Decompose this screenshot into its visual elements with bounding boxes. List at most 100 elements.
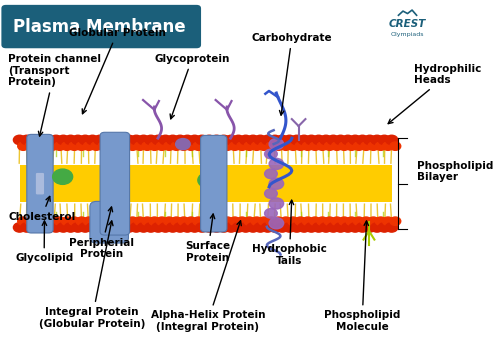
Circle shape <box>346 217 357 225</box>
Circle shape <box>25 142 36 150</box>
Circle shape <box>266 217 276 225</box>
Circle shape <box>334 135 346 145</box>
Circle shape <box>57 135 70 145</box>
Circle shape <box>382 142 394 150</box>
Circle shape <box>171 217 182 225</box>
Circle shape <box>79 223 92 232</box>
Circle shape <box>188 135 201 145</box>
Circle shape <box>50 135 62 145</box>
Circle shape <box>360 142 372 150</box>
Circle shape <box>390 217 400 225</box>
Circle shape <box>40 142 50 150</box>
Circle shape <box>112 217 124 225</box>
Circle shape <box>317 217 328 225</box>
Circle shape <box>149 142 160 150</box>
Circle shape <box>320 223 332 232</box>
Circle shape <box>298 135 310 145</box>
Circle shape <box>354 217 364 225</box>
Circle shape <box>312 135 325 145</box>
Circle shape <box>134 142 145 150</box>
Circle shape <box>276 223 288 232</box>
Circle shape <box>332 142 342 150</box>
Circle shape <box>339 142 349 150</box>
Circle shape <box>79 135 92 145</box>
Circle shape <box>210 223 222 232</box>
Circle shape <box>108 135 120 145</box>
Circle shape <box>149 217 160 225</box>
Circle shape <box>225 135 237 145</box>
Circle shape <box>247 223 259 232</box>
Circle shape <box>280 142 291 150</box>
Circle shape <box>69 142 80 150</box>
Circle shape <box>176 139 190 150</box>
Circle shape <box>264 189 278 198</box>
Text: CREST: CREST <box>389 19 426 29</box>
Circle shape <box>86 135 99 145</box>
Circle shape <box>138 223 149 232</box>
Circle shape <box>127 217 138 225</box>
Circle shape <box>273 217 284 225</box>
Circle shape <box>218 223 230 232</box>
Circle shape <box>112 142 124 150</box>
Circle shape <box>142 142 152 150</box>
Circle shape <box>62 217 72 225</box>
Circle shape <box>164 142 174 150</box>
Circle shape <box>251 142 262 150</box>
Circle shape <box>269 158 283 169</box>
Circle shape <box>310 217 320 225</box>
Circle shape <box>306 135 318 145</box>
Circle shape <box>390 142 400 150</box>
Circle shape <box>94 135 106 145</box>
FancyBboxPatch shape <box>90 201 128 243</box>
Circle shape <box>364 223 376 232</box>
Text: Globular Protein: Globular Protein <box>68 28 166 114</box>
Text: Peripherial
Protein: Peripherial Protein <box>68 207 134 259</box>
Circle shape <box>98 142 109 150</box>
FancyBboxPatch shape <box>2 5 201 48</box>
Circle shape <box>198 173 218 188</box>
Text: Plasma Membrane: Plasma Membrane <box>12 18 186 36</box>
Circle shape <box>346 142 357 150</box>
Circle shape <box>193 142 203 150</box>
Circle shape <box>18 217 28 225</box>
Circle shape <box>232 135 244 145</box>
Circle shape <box>244 217 255 225</box>
Circle shape <box>196 223 208 232</box>
Circle shape <box>320 135 332 145</box>
FancyBboxPatch shape <box>100 132 130 235</box>
FancyBboxPatch shape <box>200 135 227 232</box>
Circle shape <box>64 135 76 145</box>
Circle shape <box>334 223 346 232</box>
Circle shape <box>181 223 194 232</box>
Circle shape <box>108 223 120 232</box>
Circle shape <box>203 223 215 232</box>
Circle shape <box>354 142 364 150</box>
Circle shape <box>42 135 55 145</box>
Circle shape <box>72 135 84 145</box>
Circle shape <box>327 223 340 232</box>
Circle shape <box>130 223 142 232</box>
Circle shape <box>188 223 201 232</box>
Circle shape <box>317 142 328 150</box>
Circle shape <box>166 223 179 232</box>
Circle shape <box>98 217 109 225</box>
Circle shape <box>181 135 194 145</box>
Circle shape <box>156 217 168 225</box>
Circle shape <box>32 217 43 225</box>
Circle shape <box>240 135 252 145</box>
Circle shape <box>160 223 172 232</box>
Text: Olympiads: Olympiads <box>391 32 424 37</box>
Circle shape <box>264 209 278 218</box>
Circle shape <box>258 142 270 150</box>
Circle shape <box>342 223 354 232</box>
Circle shape <box>156 142 168 150</box>
Circle shape <box>371 135 383 145</box>
Circle shape <box>208 142 218 150</box>
Circle shape <box>32 142 43 150</box>
Circle shape <box>264 149 278 159</box>
Circle shape <box>50 223 62 232</box>
Circle shape <box>152 135 164 145</box>
Circle shape <box>76 217 87 225</box>
Circle shape <box>247 135 259 145</box>
Text: Alpha-Helix Protein
(Integral Protein): Alpha-Helix Protein (Integral Protein) <box>150 221 265 332</box>
